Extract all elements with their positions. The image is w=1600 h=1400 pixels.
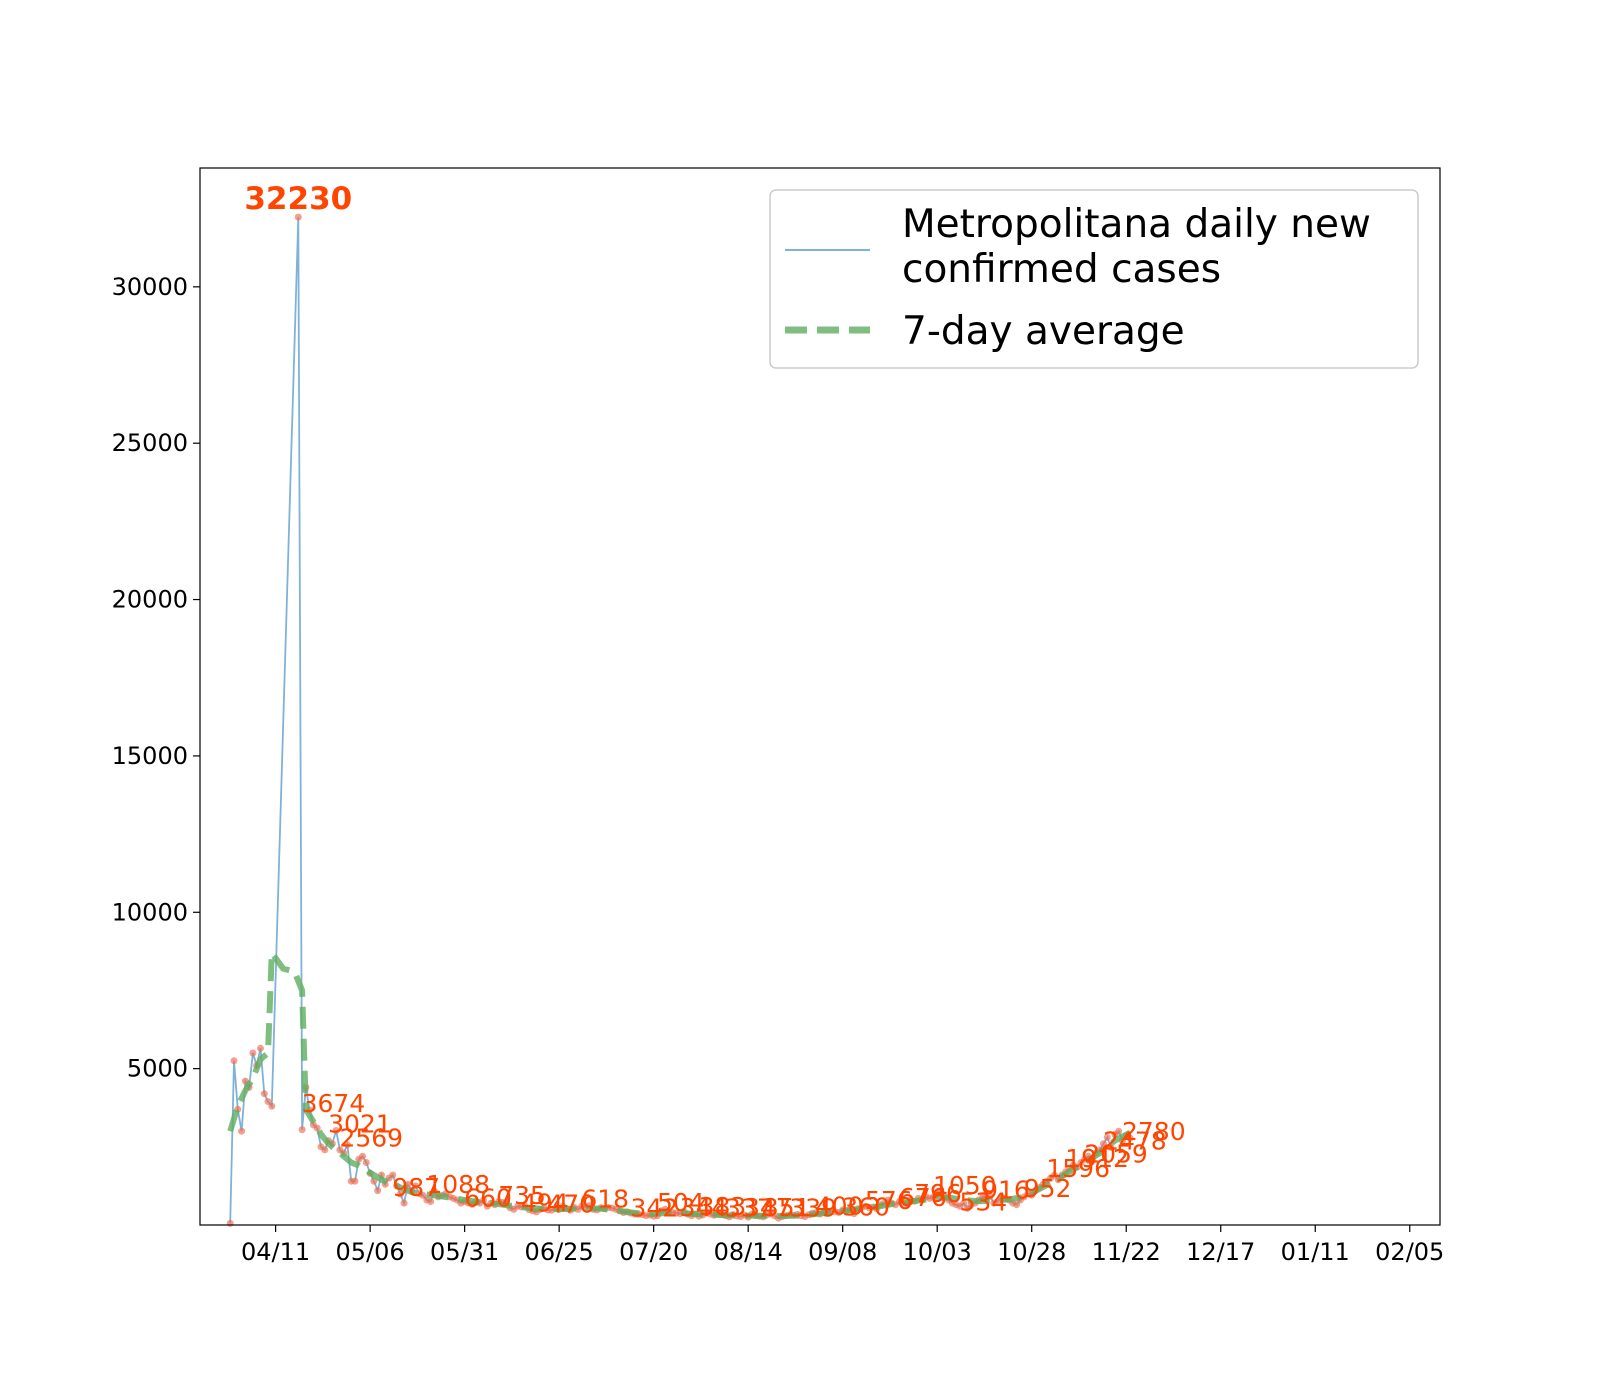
daily-point [404, 1180, 412, 1188]
data-label: 618 [581, 1185, 629, 1214]
daily-point [994, 1198, 1002, 1205]
data-label: 1596 [1046, 1154, 1110, 1183]
daily-point [396, 1190, 404, 1198]
data-label: 534 [959, 1187, 1007, 1216]
data-label: 494 [521, 1189, 569, 1218]
x-tick-label: 10/28 [997, 1238, 1066, 1266]
y-tick-label: 15000 [112, 742, 188, 770]
data-label: 344 [680, 1193, 728, 1222]
axes: 5000 10000 15000 20000 25000 30000 04/11 05/06 0… [112, 273, 1445, 1266]
data-label: 3674 [302, 1089, 366, 1118]
daily-point [332, 1127, 340, 1134]
daily-point [1107, 1144, 1115, 1151]
daily-point [400, 1199, 408, 1207]
data-label: 2780 [1122, 1117, 1186, 1146]
data-label: 660 [464, 1183, 512, 1212]
x-tick-label: 06/25 [525, 1238, 594, 1266]
data-label: 3021 [328, 1110, 392, 1139]
data-label: 916 [982, 1175, 1030, 1204]
daily-point [419, 1191, 427, 1199]
daily-point [427, 1198, 435, 1205]
daily-point [480, 1196, 487, 1204]
daily-point [230, 1057, 238, 1065]
seven-day-average-line [227, 949, 1132, 1219]
daily-point [257, 1044, 264, 1052]
daily-point [226, 1219, 234, 1227]
x-tick-label: 01/11 [1281, 1238, 1350, 1266]
data-label: 796 [914, 1179, 962, 1208]
daily-point [268, 1102, 276, 1110]
data-label: 735 [498, 1181, 546, 1210]
data-label: 337 [725, 1193, 773, 1222]
legend-avg-label: 7-day average [902, 309, 1185, 354]
x-tick-label: 11/22 [1092, 1238, 1161, 1266]
plot-frame [199, 167, 1441, 1226]
data-label: 952 [1024, 1174, 1072, 1203]
daily-point [249, 1049, 257, 1057]
data-label: 987 [392, 1173, 440, 1202]
data-label: 351 [763, 1193, 811, 1222]
data-label: 339 [789, 1193, 837, 1222]
x-tick-label: 10/03 [903, 1238, 972, 1266]
data-label: 383 [699, 1192, 747, 1221]
peak-label: 32230 [244, 181, 352, 217]
data-label: 400 [816, 1191, 864, 1220]
data-label: 576 [865, 1186, 913, 1215]
data-label: 1912 [1065, 1144, 1129, 1173]
daily-point [343, 1141, 351, 1149]
daily-point [362, 1159, 370, 1166]
y-tick-label: 30000 [112, 273, 188, 301]
plot-area [226, 213, 1134, 1227]
daily-point [298, 1126, 306, 1134]
daily-point [313, 1124, 321, 1132]
daily-point [321, 1146, 329, 1154]
data-label: 342 [631, 1193, 679, 1222]
data-label: 470 [547, 1189, 595, 1218]
daily-point [937, 1188, 945, 1196]
y-tick-label: 25000 [112, 429, 188, 457]
x-tick-label: 05/31 [430, 1238, 499, 1266]
x-tick-label: 02/05 [1375, 1238, 1444, 1266]
daily-point [264, 1098, 272, 1105]
y-tick-label: 20000 [112, 586, 188, 614]
data-label: 347 [744, 1193, 792, 1222]
x-tick-label: 05/06 [336, 1238, 405, 1266]
data-label: 1050 [933, 1171, 997, 1200]
x-tick-label: 04/11 [241, 1238, 310, 1266]
legend-daily-label-line1: Metropolitana daily new [902, 202, 1371, 247]
daily-point [389, 1171, 397, 1179]
legend-daily-label-line2: confirmed cases [902, 247, 1221, 292]
data-label: 2059 [1084, 1140, 1148, 1169]
daily-point [1013, 1201, 1021, 1209]
daily-point [1050, 1171, 1058, 1179]
data-label: 504 [657, 1188, 705, 1217]
data-label: 360 [842, 1193, 890, 1222]
y-tick-label: 10000 [112, 898, 188, 926]
daily-point [1115, 1127, 1123, 1135]
legend: Metropolitana daily new confirmed cases … [769, 189, 1419, 369]
daily-point [1100, 1140, 1107, 1148]
daily-point [260, 1090, 268, 1098]
legend-box [769, 189, 1419, 369]
daily-point [359, 1152, 367, 1160]
x-tick-label: 07/20 [619, 1238, 688, 1266]
x-tick-label: 08/14 [714, 1238, 783, 1266]
data-label: 2478 [1103, 1127, 1167, 1156]
x-tick-label: 09/08 [808, 1238, 877, 1266]
data-label: 1088 [426, 1170, 490, 1199]
data-label: 676 [899, 1183, 947, 1212]
data-label: 2569 [339, 1124, 403, 1153]
daily-point [374, 1187, 382, 1195]
x-tick-label: 12/17 [1186, 1238, 1255, 1266]
daily-point [351, 1177, 359, 1185]
y-tick-label: 5000 [127, 1055, 188, 1083]
daily-point [960, 1199, 968, 1207]
daily-point [412, 1182, 419, 1190]
daily-point [1103, 1133, 1111, 1141]
daily-point [238, 1127, 246, 1135]
daily-point [294, 213, 302, 221]
